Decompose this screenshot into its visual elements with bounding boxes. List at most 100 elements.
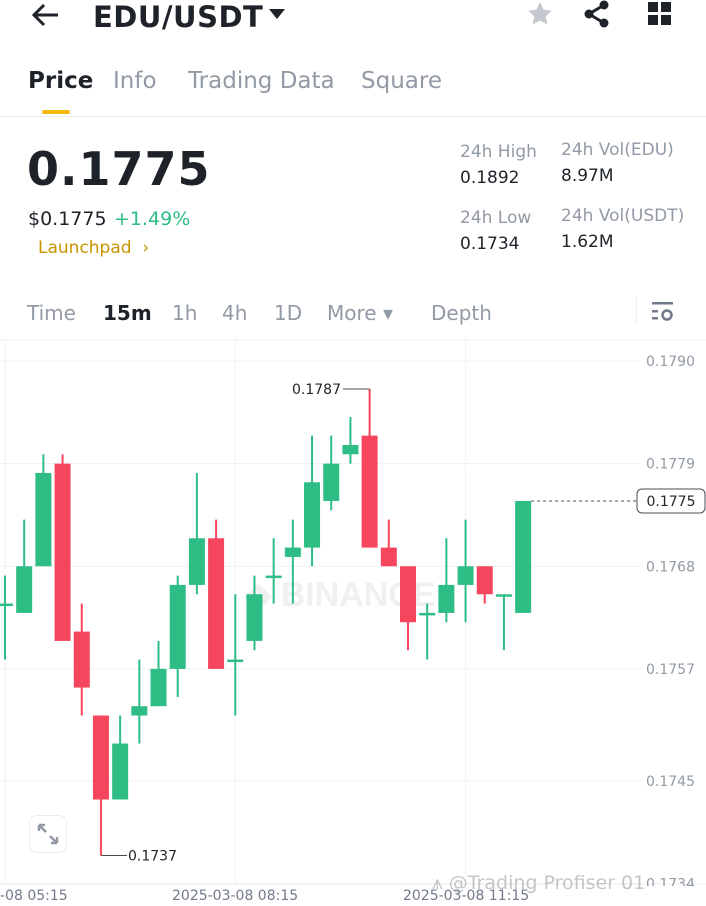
- candle-body: [150, 668, 167, 707]
- candle-body: [304, 482, 321, 548]
- candle: [0, 575, 13, 660]
- candle-body: [169, 584, 186, 669]
- tf-depth[interactable]: Depth: [431, 301, 492, 325]
- candle: [476, 566, 493, 604]
- candle: [399, 566, 416, 651]
- candle: [208, 519, 225, 669]
- candle: [92, 715, 109, 856]
- high-value: 0.1892: [460, 168, 520, 188]
- vol-base-value: 8.97M: [561, 166, 614, 186]
- x-tick: -08 05:15: [0, 888, 68, 904]
- caret-down-icon[interactable]: [268, 8, 286, 20]
- candle: [188, 472, 205, 595]
- active-tab-indicator: [42, 110, 70, 114]
- share-icon[interactable]: [583, 0, 611, 28]
- candle: [150, 640, 167, 707]
- price-change: +1.49%: [114, 208, 191, 230]
- candle: [380, 519, 397, 567]
- candle-body: [208, 538, 225, 669]
- candle: [73, 603, 90, 716]
- candle-body: [323, 463, 340, 501]
- candle: [515, 500, 532, 613]
- candle-body: [246, 594, 263, 641]
- chart-settings-icon[interactable]: [651, 301, 675, 323]
- vol-quote-label: 24h Vol(USDT): [561, 206, 685, 226]
- launchpad-link[interactable]: Launchpad ›: [38, 238, 149, 258]
- y-tick: 0.1734: [646, 876, 695, 886]
- candle: [16, 519, 33, 613]
- candle-body: [438, 584, 455, 613]
- user-watermark: ⩚ @Trading Profiser 01: [432, 872, 646, 894]
- expand-icon: [37, 823, 59, 845]
- candle: [131, 659, 148, 744]
- candle: [227, 594, 244, 716]
- candle-body: [476, 566, 493, 595]
- candle: [361, 388, 378, 548]
- last-price: 0.1775: [27, 142, 211, 196]
- tf-1h[interactable]: 1h: [172, 301, 198, 325]
- high-marker-label: 0.1787: [292, 382, 341, 398]
- x-tick: 2025-03-08 11:15: [403, 888, 530, 904]
- chevron-right-icon: ›: [142, 238, 150, 258]
- vol-quote-value: 1.62M: [561, 232, 614, 252]
- tab-price[interactable]: Price: [28, 68, 94, 94]
- candle-body: [399, 566, 416, 623]
- fullscreen-button[interactable]: [29, 815, 67, 853]
- candle-body: [227, 659, 244, 663]
- candle: [54, 454, 71, 641]
- candle-body: [342, 444, 359, 455]
- candle-body: [54, 463, 71, 641]
- candle-body: [131, 706, 148, 716]
- divider: [636, 298, 637, 324]
- usd-price: $0.1775: [28, 208, 107, 230]
- y-tick: 0.1757: [646, 662, 695, 678]
- tf-4h[interactable]: 4h: [222, 301, 248, 325]
- candle: [438, 538, 455, 623]
- pair-title[interactable]: EDU/USDT: [93, 0, 264, 34]
- candle-body: [0, 603, 13, 607]
- candle: [246, 575, 263, 651]
- candle-body: [495, 594, 512, 597]
- y-tick: 0.1790: [646, 354, 695, 370]
- launchpad-label: Launchpad: [38, 238, 132, 258]
- low-label: 24h Low: [460, 208, 532, 228]
- candle: [323, 435, 340, 511]
- tab-trading-data[interactable]: Trading Data: [188, 68, 335, 94]
- candle: [169, 575, 186, 697]
- candle: [35, 454, 52, 567]
- grid-icon[interactable]: [648, 2, 672, 26]
- vol-base-label: 24h Vol(EDU): [561, 140, 674, 160]
- candle: [304, 435, 321, 567]
- candle-body: [188, 538, 205, 585]
- tf-time[interactable]: Time: [27, 301, 76, 325]
- low-marker-label: 0.1737: [128, 848, 177, 864]
- star-icon[interactable]: [526, 0, 554, 28]
- high-label: 24h High: [460, 142, 537, 162]
- tf-more[interactable]: More ▾: [327, 301, 393, 325]
- current-price-label: 0.1775: [647, 494, 696, 510]
- candle: [284, 519, 301, 604]
- tab-square[interactable]: Square: [361, 68, 442, 94]
- low-value: 0.1734: [460, 234, 520, 254]
- y-tick: 0.1768: [646, 559, 695, 575]
- x-tick: 2025-03-08 08:15: [172, 888, 299, 904]
- candle-body: [265, 575, 282, 579]
- candle-body: [73, 631, 90, 688]
- back-arrow-icon[interactable]: [30, 2, 62, 28]
- candle-body: [16, 566, 33, 613]
- candle-body: [35, 472, 52, 567]
- tf-15m[interactable]: 15m: [103, 301, 152, 325]
- candle-body: [112, 743, 129, 800]
- candle-body: [515, 500, 532, 613]
- candle: [342, 416, 359, 464]
- tf-1d[interactable]: 1D: [274, 301, 303, 325]
- current-price-box: [636, 488, 706, 514]
- candle-body: [92, 715, 109, 800]
- tab-info[interactable]: Info: [113, 68, 157, 94]
- candle: [457, 519, 474, 623]
- candle: [419, 603, 436, 660]
- candle-body: [457, 566, 474, 585]
- candle: [495, 594, 512, 651]
- candle: [112, 715, 129, 800]
